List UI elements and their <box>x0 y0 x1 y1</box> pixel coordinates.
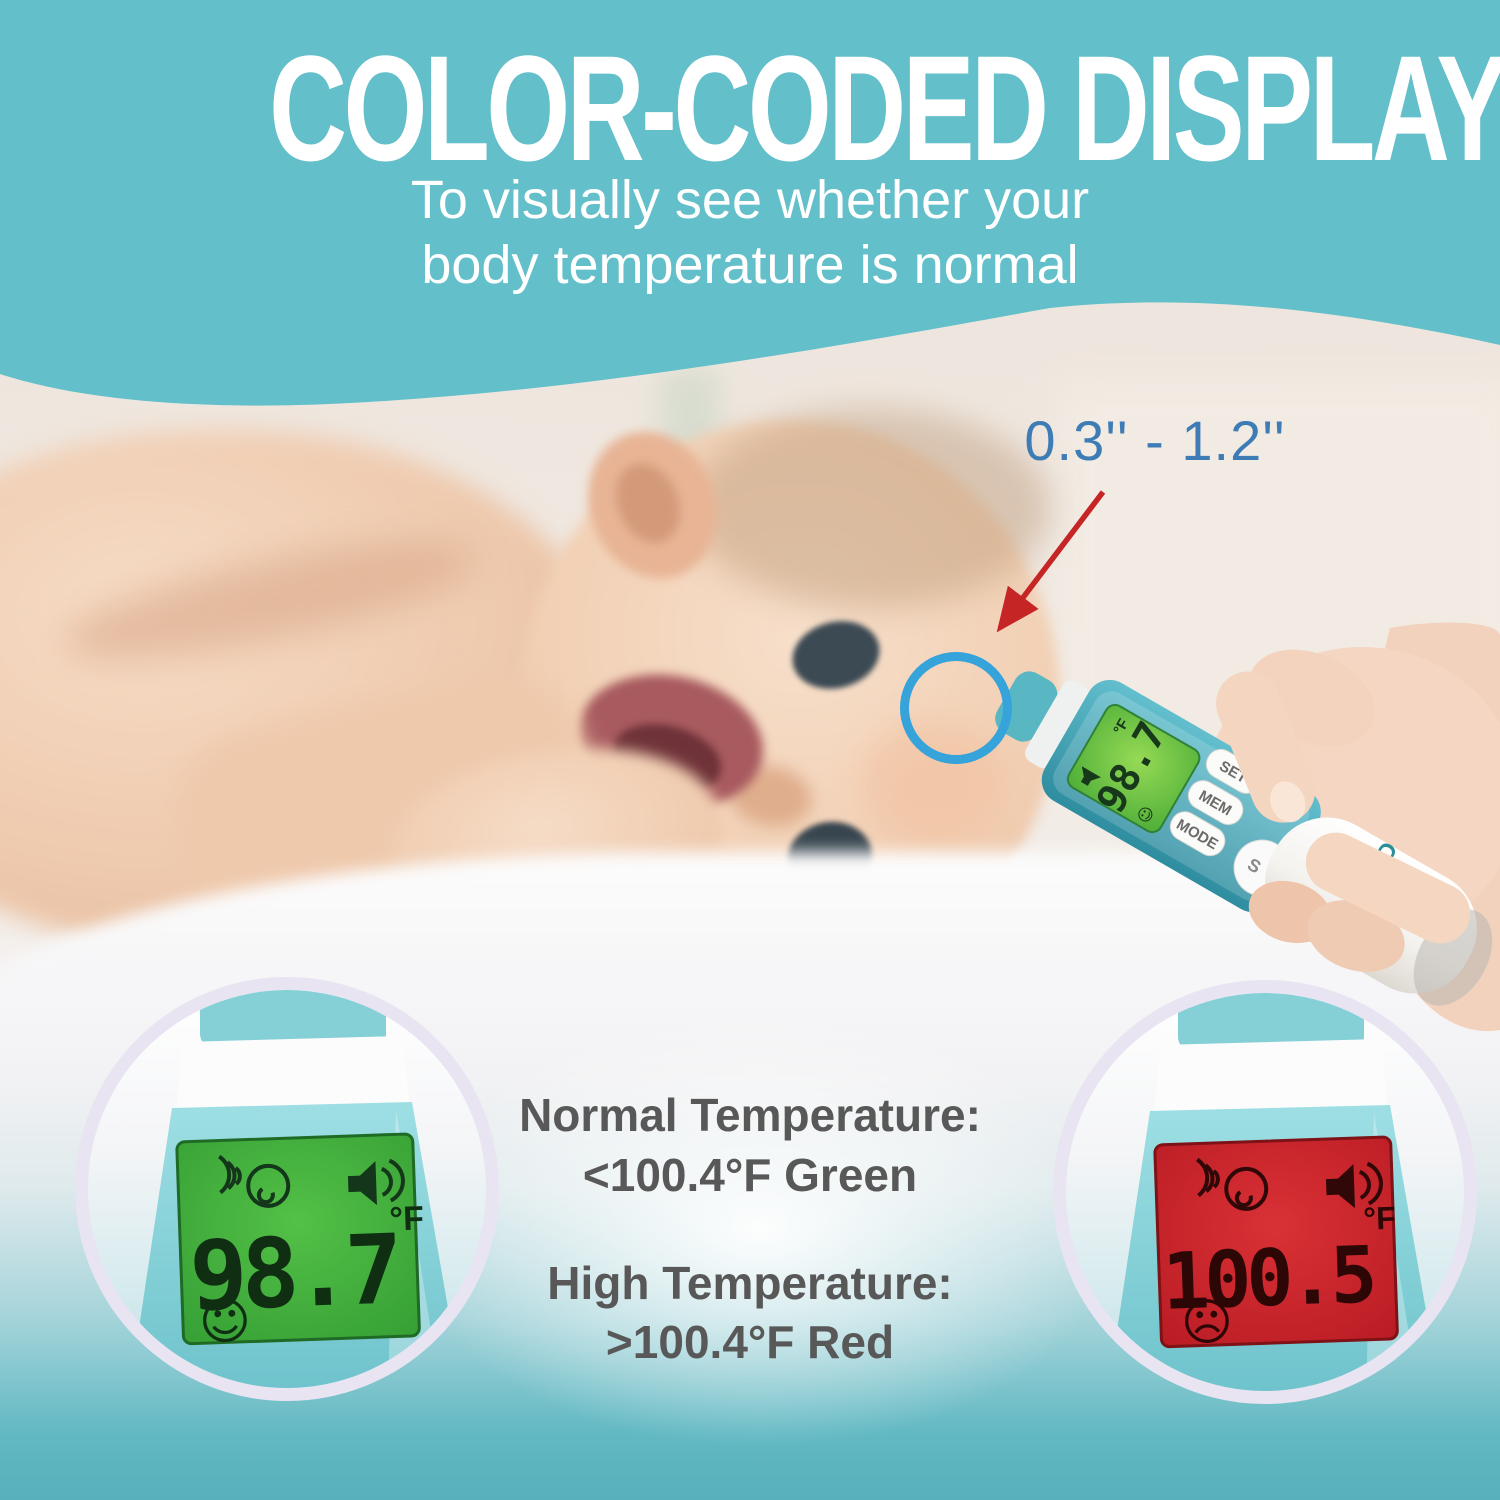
distance-label: 0.3'' - 1.2'' <box>1024 409 1286 472</box>
fingernail <box>1270 781 1306 823</box>
device-white-band <box>1154 1039 1388 1117</box>
inset-high-graphic: 100.5 °F ☹ <box>1108 993 1440 1391</box>
device-lcd-unit: °F <box>1110 716 1132 738</box>
temperature-legend: Normal Temperature: <100.4°F Green High … <box>430 1086 1070 1373</box>
head-icon <box>1195 1157 1269 1211</box>
lcd-screen-green: 98.7 °F ☺ <box>175 1132 425 1352</box>
speaker-icon <box>1325 1161 1383 1209</box>
header: COLOR-CODED DISPLAY <box>0 22 1500 195</box>
speaker-icon <box>347 1158 405 1206</box>
device-lcd-speaker-icon <box>1080 766 1101 786</box>
inset-normal-graphic: 98.7 °F ☺ <box>130 990 462 1388</box>
smiley-face-icon: ☺ <box>198 1292 252 1352</box>
head-icon <box>217 1154 291 1208</box>
legend-high-title: High Temperature: <box>547 1256 953 1309</box>
legend-normal-title: Normal Temperature: <box>519 1089 981 1141</box>
inset-normal-display: 98.7 °F ☺ <box>75 977 499 1401</box>
thumb <box>1305 832 1471 944</box>
legend-high-value: >100.4°F Red <box>605 1316 895 1369</box>
device-cap <box>200 990 386 1048</box>
lcd-reading-high: 100.5 <box>1161 1231 1374 1328</box>
finger-tip-under-2 <box>1307 900 1405 972</box>
lcd-unit-high: °F <box>1363 1200 1397 1237</box>
sad-face-icon: ☹ <box>1180 1292 1234 1352</box>
device-cap <box>1178 993 1364 1051</box>
baby-hair <box>690 408 1050 608</box>
lcd-reading-normal: 98.7 <box>188 1213 399 1332</box>
page-title: COLOR-CODED DISPLAY <box>269 24 1500 192</box>
lcd-screen-red: 100.5 °F ☹ <box>1153 1135 1399 1352</box>
device-white-band <box>176 1036 410 1114</box>
legend-normal-value: <100.4°F Green <box>582 1148 918 1201</box>
device-lcd: 98.7 °F ☺ <box>1066 703 1201 834</box>
lcd-unit-normal: °F <box>389 1199 425 1238</box>
subtitle-line-1: To visually see whether your <box>410 170 1090 230</box>
probe-neck <box>1025 680 1090 769</box>
header-wave <box>0 0 1500 406</box>
hand-front <box>1216 671 1471 972</box>
arrow-to-forehead <box>996 490 1106 633</box>
forehead-target-circle <box>900 652 1012 764</box>
inset-high-display: 100.5 °F ☹ <box>1053 980 1477 1404</box>
device-lcd-smiley-icon: ☺ <box>1133 803 1158 827</box>
legend-spacer <box>430 1206 1070 1254</box>
page-subtitle: To visually see whether your body temper… <box>0 168 1500 298</box>
subtitle-line-2: body temperature is normal <box>421 234 1079 295</box>
legend-background-glow <box>400 1010 1120 1450</box>
